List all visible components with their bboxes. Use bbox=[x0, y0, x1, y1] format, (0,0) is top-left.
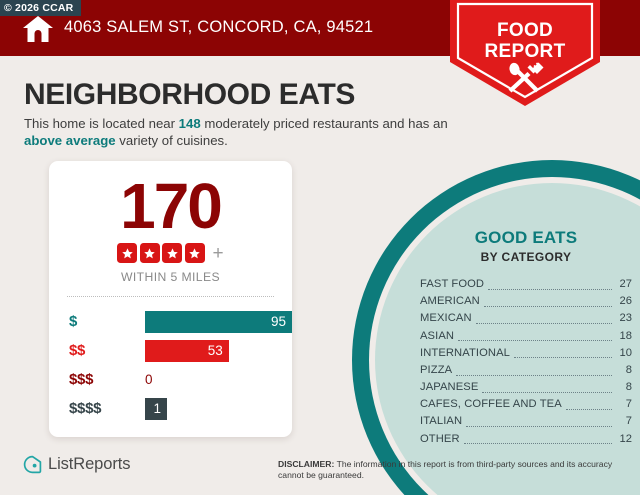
variety-highlight: above average bbox=[24, 132, 116, 148]
intro-text-before: This home is located near bbox=[24, 116, 179, 131]
category-dot-leader bbox=[463, 443, 612, 445]
category-row: CAFES, COFFEE AND TEA 7 bbox=[420, 396, 632, 413]
category-row: PIZZA 8 bbox=[420, 362, 632, 379]
price-tier-label: $$$ bbox=[69, 371, 94, 388]
category-name: INTERNATIONAL bbox=[420, 346, 510, 359]
star-badge-3 bbox=[162, 243, 183, 263]
star-plus-sign: + bbox=[212, 242, 224, 264]
listreports-brand-name: ListReports bbox=[48, 455, 131, 473]
category-count: 7 bbox=[625, 398, 632, 411]
price-tier-label: $ bbox=[69, 313, 78, 330]
star-badge-4 bbox=[184, 243, 205, 263]
category-count: 8 bbox=[625, 381, 632, 394]
price-bar-fill: 95 bbox=[145, 310, 292, 333]
price-range-chart: $95 $$ 53 $$$ 0 $$$$ 1 bbox=[49, 307, 292, 423]
restaurant-count-total: 170 bbox=[120, 170, 223, 242]
food-report-banner: FOOD REPORT bbox=[450, 0, 600, 106]
copyright-badge: © 2026 CCAR bbox=[0, 0, 82, 16]
price-bar-row: $$ 53 bbox=[69, 336, 292, 365]
category-name: AMERICAN bbox=[420, 295, 480, 308]
price-tier-label: $$$$ bbox=[69, 400, 102, 417]
star-badge-2 bbox=[139, 243, 160, 263]
category-count: 12 bbox=[619, 432, 632, 445]
category-row: JAPANESE 8 bbox=[420, 379, 632, 396]
radius-label: WITHIN 5 MILES bbox=[120, 270, 221, 284]
price-bar-fill: 1 bbox=[145, 397, 168, 420]
category-count: 26 bbox=[619, 295, 632, 308]
page-title: NEIGHBORHOOD EATS bbox=[24, 78, 355, 111]
listreports-logo[interactable]: ListReports bbox=[23, 455, 130, 474]
price-tier-label: $$ bbox=[69, 342, 86, 359]
disclaimer: DISCLAIMER: The information in this repo… bbox=[278, 459, 630, 480]
price-bar-track: 0 bbox=[145, 369, 292, 391]
price-bar-fill: 53 bbox=[145, 339, 229, 362]
category-dot-leader bbox=[482, 391, 612, 393]
category-dot-leader bbox=[475, 323, 612, 325]
restaurant-count-highlight: 148 bbox=[178, 116, 201, 131]
price-bar-track: 1 bbox=[145, 397, 292, 420]
listreports-house-tag-icon bbox=[23, 455, 42, 474]
category-row: ASIAN 18 bbox=[420, 328, 632, 345]
home-icon bbox=[23, 16, 53, 42]
category-count: 7 bbox=[625, 415, 632, 428]
category-name: ASIAN bbox=[420, 329, 455, 342]
restaurant-stat-card: 170 + WITHIN 5 MILES $95 $$ 53 $$$ 0 $$$$ 1 bbox=[49, 161, 292, 437]
category-name: OTHER bbox=[420, 432, 460, 445]
category-name: CAFES, COFFEE AND TEA bbox=[420, 398, 562, 411]
star-glyph bbox=[122, 247, 133, 258]
category-row: INTERNATIONAL 10 bbox=[420, 345, 632, 362]
category-row: ITALIAN 7 bbox=[420, 414, 632, 431]
intro-text-after: variety of cuisines. bbox=[115, 132, 228, 148]
price-bar-row: $$$ 0 bbox=[69, 365, 292, 394]
category-name: FAST FOOD bbox=[420, 277, 485, 290]
good-eats-title: GOOD EATS bbox=[474, 228, 578, 247]
category-count: 23 bbox=[619, 312, 632, 325]
category-dot-leader bbox=[483, 305, 612, 307]
category-name: ITALIAN bbox=[420, 415, 463, 428]
price-bar-row: $95 bbox=[69, 307, 292, 336]
star-glyph bbox=[189, 247, 201, 258]
category-list: FAST FOOD 27 AMERICAN 26 MEXICAN 23 ASIAN 18 INT… bbox=[420, 276, 632, 448]
category-dot-leader bbox=[456, 374, 612, 376]
star-rating: + bbox=[49, 243, 292, 263]
intro-text-middle: moderately priced restaurants and has an bbox=[200, 116, 448, 131]
category-row: AMERICAN 26 bbox=[420, 293, 632, 310]
category-dot-leader bbox=[466, 426, 612, 428]
category-row: MEXICAN 23 bbox=[420, 310, 632, 327]
price-bar-track: 53 bbox=[145, 339, 292, 362]
good-eats-panel: GOOD EATS BY CATEGORY FAST FOOD 27 AMERICA… bbox=[420, 228, 632, 448]
intro-paragraph: This home is located near 148 moderately… bbox=[24, 116, 454, 149]
good-eats-subtitle: BY CATEGORY bbox=[480, 250, 572, 264]
category-count: 10 bbox=[619, 346, 632, 359]
price-bar-zero-value: 0 bbox=[145, 371, 153, 387]
shield-shape bbox=[450, 0, 600, 106]
category-name: PIZZA bbox=[420, 363, 453, 376]
spoon-fork-icon bbox=[508, 62, 544, 93]
category-row: FAST FOOD 27 bbox=[420, 276, 632, 293]
category-dot-leader bbox=[488, 288, 612, 290]
category-dot-leader bbox=[458, 340, 612, 342]
disclaimer-text: The information in this report is from t… bbox=[278, 459, 613, 480]
category-count: 27 bbox=[619, 277, 632, 290]
disclaimer-label: DISCLAIMER: bbox=[278, 459, 335, 469]
property-address: 4063 SALEM ST, CONCORD, CA, 94521 bbox=[64, 18, 374, 36]
star-badge-1 bbox=[117, 243, 138, 263]
price-bar-row: $$$$ 1 bbox=[69, 394, 292, 423]
star-glyph bbox=[144, 247, 156, 258]
category-count: 8 bbox=[625, 363, 632, 376]
category-count: 18 bbox=[619, 329, 632, 342]
category-name: JAPANESE bbox=[420, 381, 479, 394]
good-eats-circle-graphic bbox=[352, 160, 640, 495]
category-name: MEXICAN bbox=[420, 312, 472, 325]
category-dot-leader bbox=[565, 409, 612, 410]
card-divider bbox=[67, 296, 274, 297]
category-dot-leader bbox=[513, 357, 612, 359]
category-row: OTHER 12 bbox=[420, 431, 632, 448]
star-glyph bbox=[167, 247, 178, 258]
price-bar-track: 95 bbox=[145, 310, 292, 333]
